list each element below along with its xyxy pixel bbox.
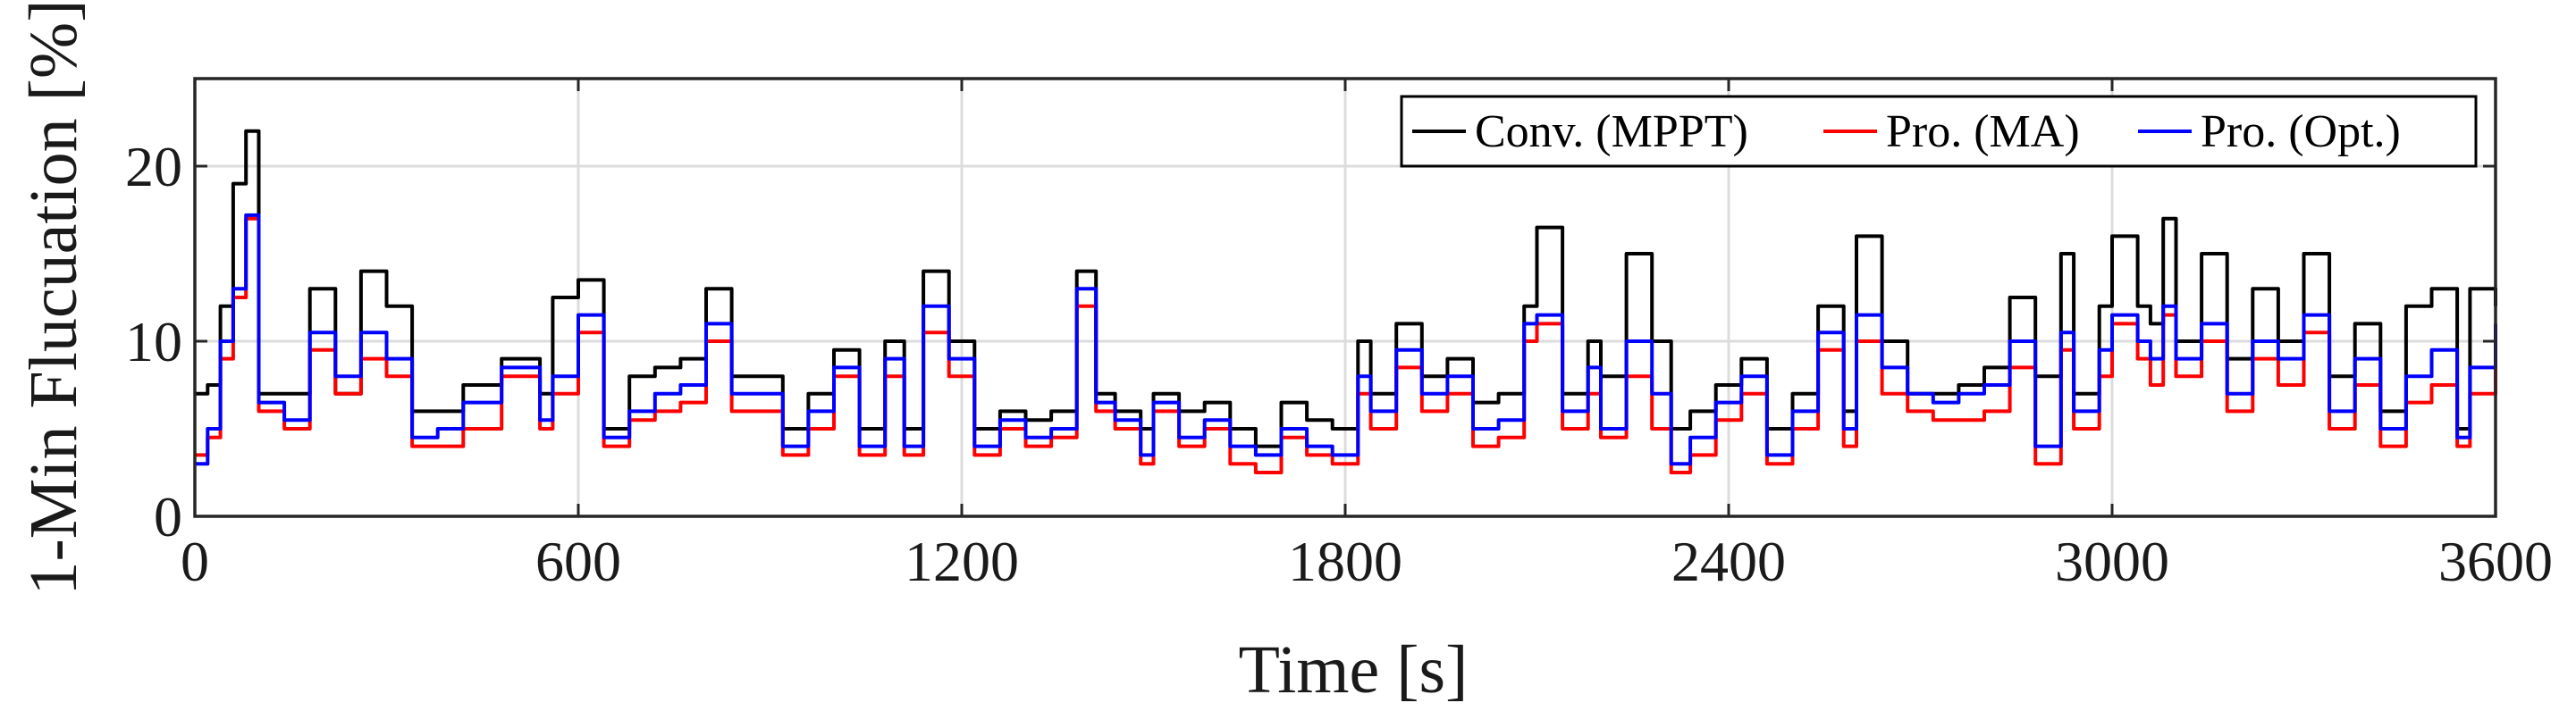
x-tick-label: 1800 — [1288, 530, 1402, 593]
y-axis-label: 1-Min Flucuation [%] — [16, 0, 91, 596]
series-line-pro-opt — [195, 213, 2497, 466]
y-tick-label: 20 — [125, 135, 182, 198]
axis-ticks: 0 600 1200 1800 2400 3000 3600 0 10 20 — [125, 79, 2553, 593]
x-axis-label: Time [s] — [1239, 632, 1469, 707]
legend: Conv. (MPPT) Pro. (MA) Pro. (Opt.) — [1400, 95, 2478, 168]
y-tick-label: 10 — [125, 310, 182, 373]
x-tick-label: 0 — [181, 530, 209, 593]
y-tick-label: 0 — [154, 485, 182, 548]
series-lines — [195, 129, 2497, 474]
legend-label-ma: Pro. (MA) — [1886, 106, 2080, 157]
x-tick-label: 1200 — [905, 530, 1019, 593]
x-tick-label: 3000 — [2055, 530, 2169, 593]
x-tick-label: 600 — [535, 530, 621, 593]
legend-label-opt: Pro. (Opt.) — [2201, 106, 2401, 157]
legend-box — [1400, 95, 2478, 168]
x-tick-label: 2400 — [1671, 530, 1786, 593]
legend-label-conv: Conv. (MPPT) — [1475, 106, 1748, 157]
x-tick-label: 3600 — [2438, 530, 2553, 593]
